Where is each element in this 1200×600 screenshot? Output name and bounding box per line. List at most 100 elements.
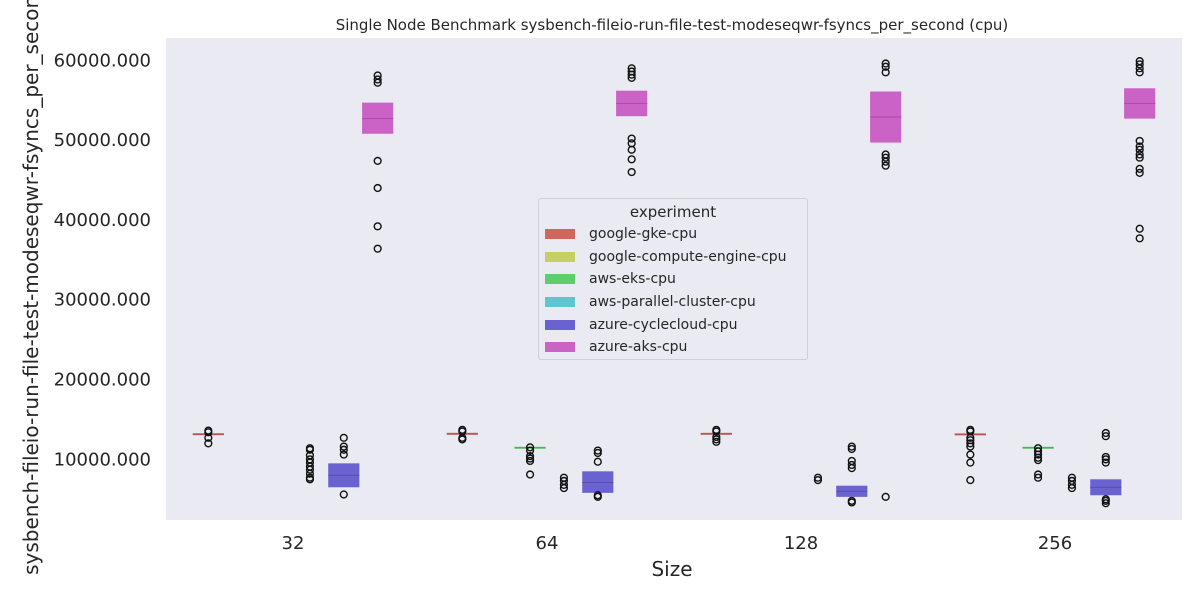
outlier-point [1135, 145, 1144, 154]
outlier-point [339, 450, 348, 459]
outlier-point [373, 244, 382, 253]
outlier-point [881, 153, 890, 162]
outlier-point [1033, 470, 1043, 479]
outlier-point [627, 67, 636, 76]
outlier-point [593, 446, 602, 455]
legend-label: google-compute-engine-cpu [589, 248, 787, 265]
outlier-point [525, 443, 535, 452]
legend-swatch [545, 229, 575, 240]
legend-swatch [545, 319, 575, 330]
outlier-point [627, 167, 636, 177]
outlier-point [373, 183, 382, 193]
legend-label: google-gke-cpu [589, 226, 698, 243]
legend-title: experiment [629, 203, 717, 221]
outlier-point [1033, 447, 1043, 456]
outlier-point [627, 134, 636, 143]
outlier-point [339, 490, 348, 499]
outlier-point [712, 425, 721, 434]
outlier-point [525, 456, 535, 466]
outlier-point [966, 475, 975, 485]
legend-item: azure-cyclecloud-cpu [539, 313, 807, 336]
outlier-point [373, 71, 382, 80]
outlier-point [525, 470, 535, 479]
legend-swatch [545, 297, 575, 308]
legend-item: aws-eks-cpu [539, 268, 807, 291]
outlier-point [1033, 444, 1043, 453]
outlier-point [1135, 57, 1144, 66]
legend-label: aws-eks-cpu [589, 271, 676, 288]
outlier-point [204, 426, 213, 435]
outlier-point [1135, 68, 1144, 77]
outlier-point [1135, 164, 1144, 173]
outlier-point [458, 425, 467, 434]
outlier-point [1067, 476, 1077, 485]
outlier-point [559, 476, 569, 485]
outlier-point [881, 492, 890, 501]
outlier-point [1135, 224, 1144, 233]
outlier-point [1101, 428, 1110, 438]
legend: experiment google-gke-cpu google-compute-… [538, 198, 808, 360]
outlier-point [373, 222, 382, 231]
legend-item: azure-aks-cpu [539, 336, 807, 359]
x-axis-label: Size [651, 557, 692, 581]
outlier-point [881, 62, 890, 71]
outlier-point [373, 156, 382, 165]
y-tick-label: 20000.000 [54, 370, 151, 391]
outlier-point [1101, 458, 1110, 467]
x-tick-label: 32 [282, 533, 305, 554]
outlier-point [559, 473, 569, 482]
outlier-point [204, 439, 213, 448]
outlier-point [813, 475, 823, 485]
outlier-point [1135, 60, 1144, 69]
outlier-point [373, 75, 382, 84]
outlier-point [881, 59, 890, 68]
y-tick-label: 30000.000 [54, 290, 151, 311]
legend-item: google-compute-engine-cpu [539, 246, 807, 269]
outlier-point [525, 446, 535, 455]
outlier-point [966, 458, 975, 467]
outlier-point [966, 450, 975, 459]
legend-swatch [545, 342, 575, 353]
outlier-point [305, 455, 315, 464]
outlier-point [593, 457, 602, 466]
outlier-point [1135, 150, 1144, 159]
outlier-point [1101, 495, 1110, 504]
outlier-point [593, 448, 602, 458]
y-axis-label: sysbench-fileio-run-file-test-modeseqwr-… [19, 0, 43, 575]
outlier-point [847, 456, 856, 466]
legend-item: aws-parallel-cluster-cpu [539, 291, 807, 314]
outlier-point [627, 139, 636, 148]
y-tick-label: 60000.000 [54, 50, 151, 71]
outlier-point [1101, 432, 1110, 441]
legend-label: azure-cyclecloud-cpu [589, 316, 738, 333]
outlier-point [1135, 136, 1144, 146]
legend-label: aws-parallel-cluster-cpu [589, 294, 756, 311]
outlier-point [627, 155, 636, 164]
outlier-point [593, 491, 602, 500]
outlier-point [339, 433, 348, 442]
legend-swatch [545, 274, 575, 285]
boxes-layer [192, 88, 1156, 497]
outlier-point [966, 436, 975, 445]
x-tick-label: 128 [784, 533, 818, 554]
legend-items: google-gke-cpu google-compute-engine-cpu a… [539, 223, 807, 359]
chart-title: Single Node Benchmark sysbench-fileio-ru… [336, 16, 1009, 35]
outlier-point [966, 425, 975, 434]
outlier-point [339, 442, 348, 451]
outlier-point [1067, 473, 1077, 482]
outlier-point [881, 68, 890, 77]
outlier-point [339, 445, 348, 454]
outlier-point [1135, 153, 1144, 162]
outlier-point [847, 444, 856, 454]
outlier-point [966, 439, 975, 448]
outlier-point [627, 64, 636, 73]
outlier-point [1033, 456, 1043, 465]
outlier-point [847, 442, 856, 451]
outlier-point [1101, 499, 1110, 508]
y-tick-label: 10000.000 [54, 449, 151, 470]
x-tick-label: 64 [536, 533, 559, 554]
y-tick-labels: 10000.000 20000.000 30000.000 40000.000 5000… [54, 50, 151, 470]
outlier-point [881, 150, 890, 159]
outlier-point [1135, 168, 1144, 177]
